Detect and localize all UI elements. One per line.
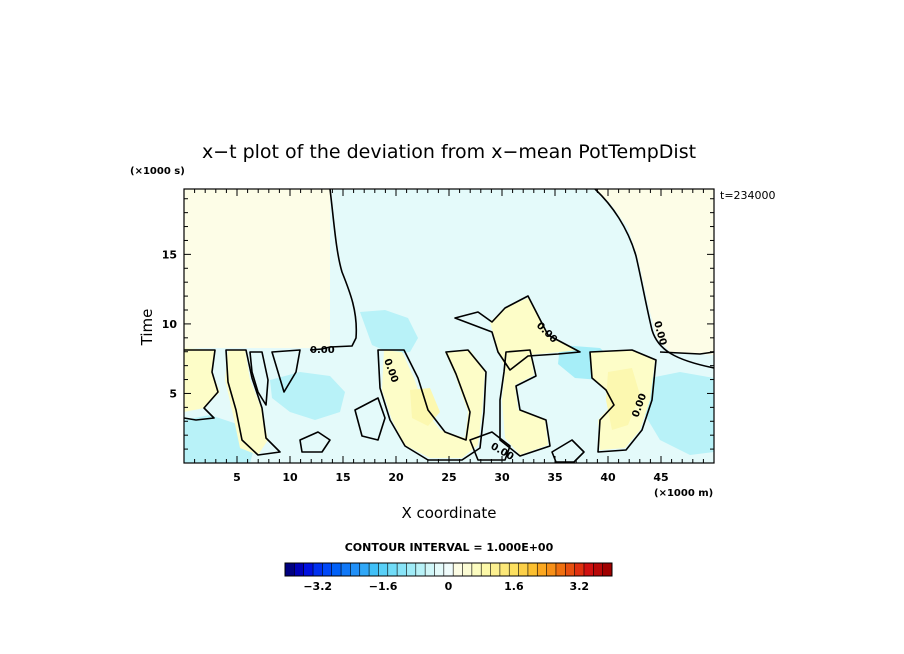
colorbar-swatch: [341, 563, 351, 576]
positive-region: [606, 368, 640, 430]
x-tick-label: 45: [653, 471, 668, 484]
x-tick-label: 40: [600, 471, 616, 484]
colorbar-swatch: [602, 563, 613, 576]
colorbar-swatch: [359, 563, 370, 576]
positive-region: [382, 350, 485, 458]
x-tick-label: 5: [233, 471, 241, 484]
x-tick-label: 30: [494, 471, 510, 484]
colorbar-ticks: −3.2 −1.6 0 1.6 3.2: [303, 580, 589, 593]
colorbar-swatch: [583, 563, 594, 576]
positive-region: [502, 350, 548, 455]
colorbar-swatch: [462, 563, 473, 576]
colorbar-swatch: [555, 563, 566, 576]
colorbar-swatch: [593, 563, 604, 576]
contour-zero: [659, 351, 714, 355]
contour-zero: [184, 349, 219, 421]
colorbar-swatch: [518, 563, 529, 576]
colorbar-swatch: [387, 563, 398, 576]
contour-interval-text: CONTOUR INTERVAL = 1.000E+00: [345, 541, 554, 554]
colorbar-swatch: [406, 563, 417, 576]
colorbar-swatch: [369, 563, 379, 576]
x-tick-label: 15: [335, 471, 350, 484]
colorbar-tick-label: 3.2: [570, 580, 590, 593]
colorbar-swatch: [537, 563, 547, 576]
y-tick-label: 5: [169, 387, 177, 400]
colorbar-swatch: [397, 563, 407, 576]
time-label: t=234000: [720, 189, 776, 202]
contour-zero: [354, 397, 386, 441]
colorbar-swatch: [565, 563, 576, 576]
contour-zero: [249, 351, 269, 406]
x-unit-label: (×1000 m): [654, 488, 713, 499]
colorbar-swatch: [415, 563, 426, 576]
contour-zero: [589, 349, 657, 453]
colorbar-tick-label: 1.6: [504, 580, 524, 593]
colorbar-swatch: [453, 563, 463, 576]
negative-blob: [640, 372, 714, 455]
x-tick-label: 25: [441, 471, 456, 484]
colorbar-swatch: [350, 563, 361, 576]
colorbar-swatch: [378, 563, 389, 576]
colorbar-swatch: [294, 563, 305, 576]
colorbar-swatch: [471, 563, 482, 576]
colorbar-swatch: [434, 563, 445, 576]
contour-zero: [469, 431, 511, 461]
contour-zero: [594, 189, 714, 369]
colorbar-tick-label: −1.6: [369, 580, 398, 593]
plot-area: [184, 189, 714, 463]
contour-zero: [499, 349, 551, 457]
colorbar-swatch: [490, 563, 501, 576]
y-tick-label: 15: [162, 248, 177, 261]
colorbar-swatch: [313, 563, 323, 576]
contour-zero: [377, 349, 487, 461]
colorbar-tick-label: 0: [445, 580, 453, 593]
y-axis-label: Time: [138, 309, 156, 347]
colorbar-tick-label: −3.2: [303, 580, 332, 593]
x-axis: 5 10 15 20 25 30 35 40 45: [194, 189, 704, 484]
contour-zero: [454, 295, 581, 371]
colorbar-swatch: [443, 563, 454, 576]
x-tick-label: 20: [388, 471, 404, 484]
positive-region: [225, 350, 268, 455]
contour-zero: [309, 189, 358, 351]
negative-blob: [360, 310, 418, 354]
y-axis: 5 10 15: [162, 198, 714, 450]
colorbar-frame: [284, 562, 613, 577]
contour-zero: [299, 431, 331, 453]
colorbar-swatch: [303, 563, 314, 576]
positive-region: [184, 348, 220, 412]
x-axis-label: X coordinate: [401, 504, 496, 522]
positive-region: [490, 298, 578, 368]
contour-label: 0.00: [310, 345, 335, 356]
colorbar-swatch: [499, 563, 510, 576]
x-tick-label: 10: [282, 471, 298, 484]
colorbar-swatch: [322, 563, 333, 576]
colorbar-swatch: [546, 563, 557, 576]
y-tick-label: 10: [162, 318, 178, 331]
colorbar-swatch: [285, 563, 295, 576]
contour-zero: [225, 349, 281, 456]
colorbar-swatch: [481, 563, 491, 576]
colorbar-swatch: [527, 563, 538, 576]
colorbar-swatch: [509, 563, 519, 576]
colorbar: [284, 562, 613, 577]
colorbar-swatch: [574, 563, 585, 576]
contour-zero: [271, 349, 301, 393]
chart-title: x−t plot of the deviation from x−mean Po…: [202, 141, 696, 163]
colorbar-swatch: [331, 563, 342, 576]
colorbar-swatch: [425, 563, 435, 576]
y-unit-label: (×1000 s): [130, 166, 185, 177]
x-tick-label: 35: [547, 471, 562, 484]
